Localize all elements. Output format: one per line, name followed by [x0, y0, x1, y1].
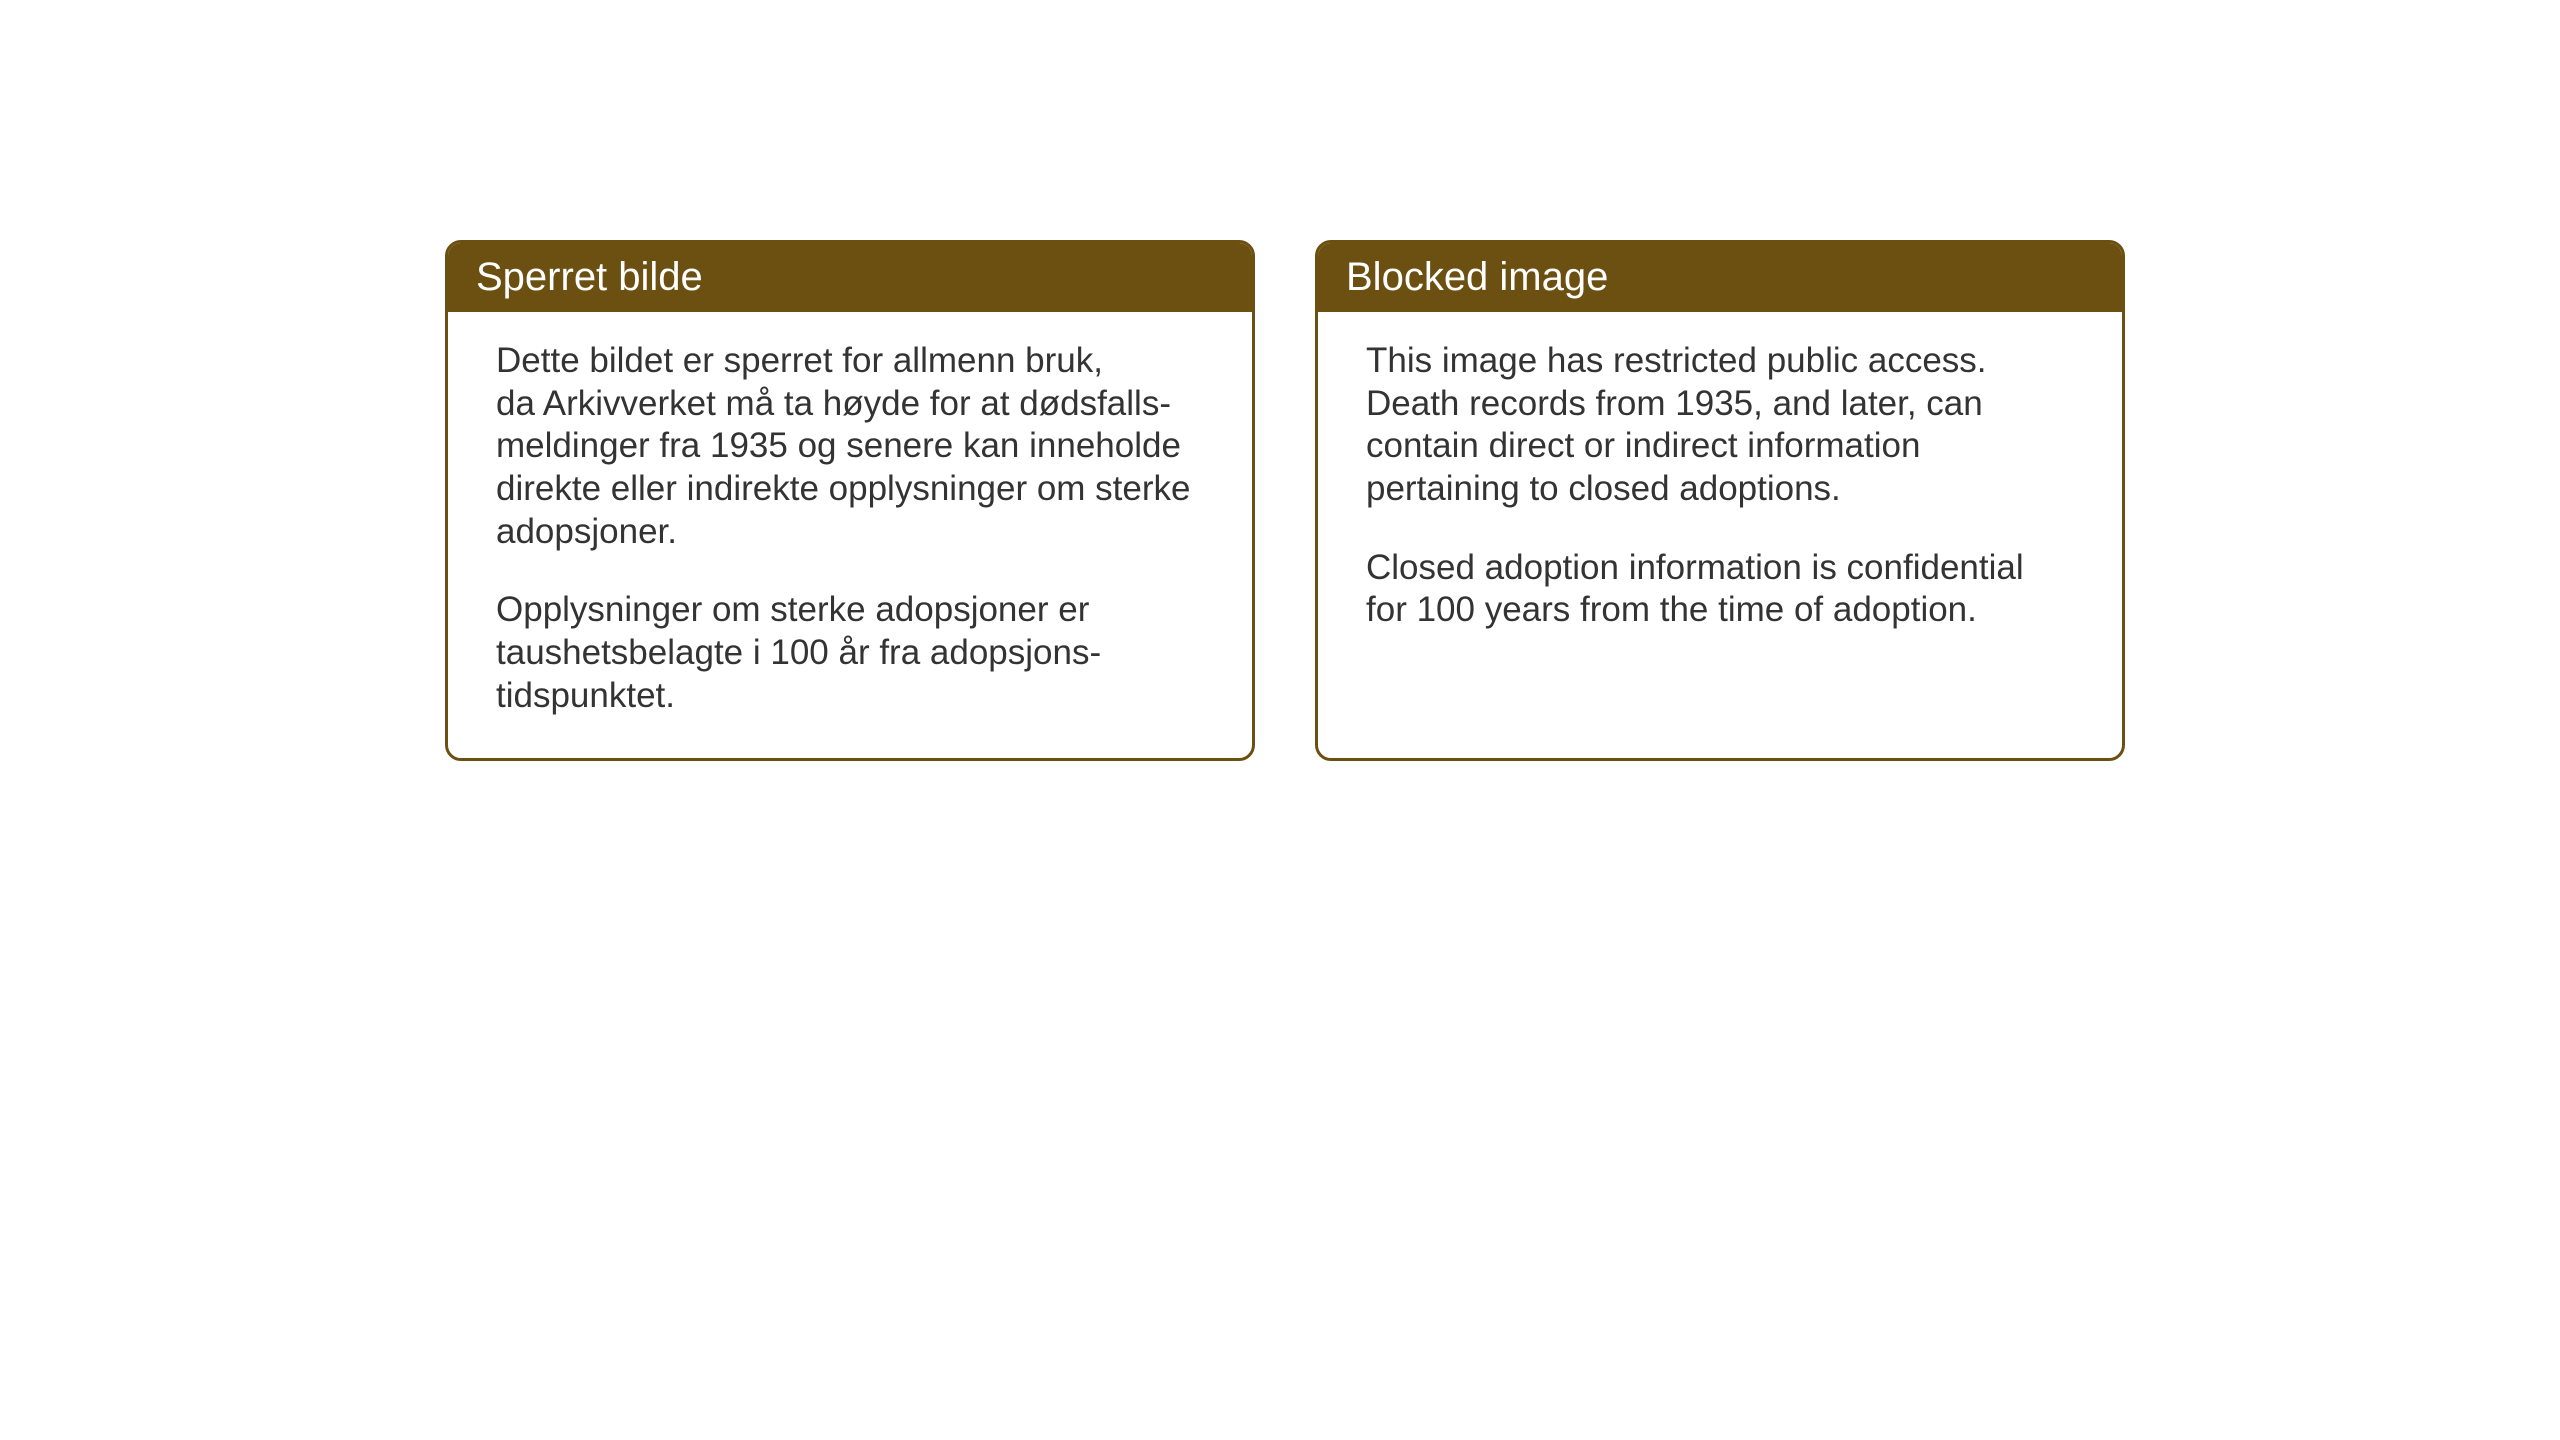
- english-paragraph-1: This image has restricted public access.…: [1366, 340, 2074, 511]
- english-notice-card: Blocked image This image has restricted …: [1315, 240, 2125, 761]
- notice-container: Sperret bilde Dette bildet er sperret fo…: [445, 240, 2125, 761]
- norwegian-notice-card: Sperret bilde Dette bildet er sperret fo…: [445, 240, 1255, 761]
- english-title: Blocked image: [1346, 255, 1608, 299]
- norwegian-card-body: Dette bildet er sperret for allmenn bruk…: [448, 312, 1252, 758]
- english-card-body: This image has restricted public access.…: [1318, 312, 2122, 672]
- norwegian-card-header: Sperret bilde: [448, 243, 1252, 312]
- norwegian-paragraph-1: Dette bildet er sperret for allmenn bruk…: [496, 340, 1204, 553]
- english-card-header: Blocked image: [1318, 243, 2122, 312]
- norwegian-paragraph-2: Opplysninger om sterke adopsjoner er tau…: [496, 589, 1204, 717]
- norwegian-title: Sperret bilde: [476, 255, 703, 299]
- english-paragraph-2: Closed adoption information is confident…: [1366, 547, 2074, 632]
